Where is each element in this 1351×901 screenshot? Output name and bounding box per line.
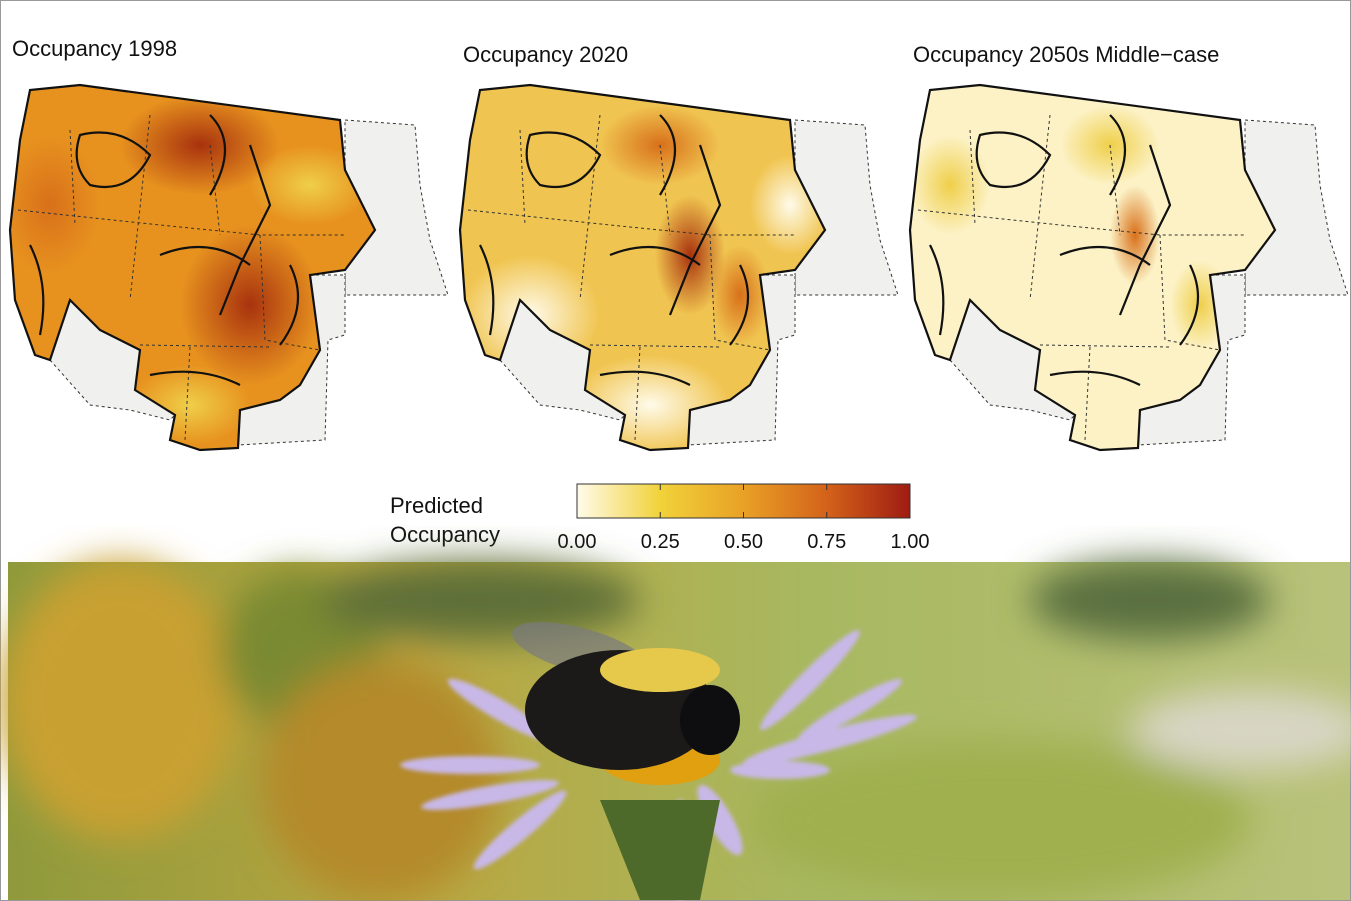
map-title: Occupancy 2020 [463, 42, 628, 67]
colorbar-tick-label: 0.25 [641, 531, 680, 553]
map-2020 [458, 83, 899, 452]
map-title: Occupancy 1998 [12, 36, 177, 61]
colorbar-tick-label: 1.00 [891, 531, 930, 553]
map-1998 [8, 83, 449, 452]
colorbar-tick-label: 0.50 [724, 531, 763, 553]
colorbar-label: Predicted [390, 493, 483, 518]
colorbar-tick-label: 0.00 [558, 531, 597, 553]
colorbar-label: Occupancy [390, 522, 500, 547]
colorbar-tick-label: 0.75 [807, 531, 846, 553]
photo [0, 560, 1351, 900]
map-title: Occupancy 2050s Middle−case [913, 42, 1219, 67]
map-2050s [908, 83, 1349, 452]
